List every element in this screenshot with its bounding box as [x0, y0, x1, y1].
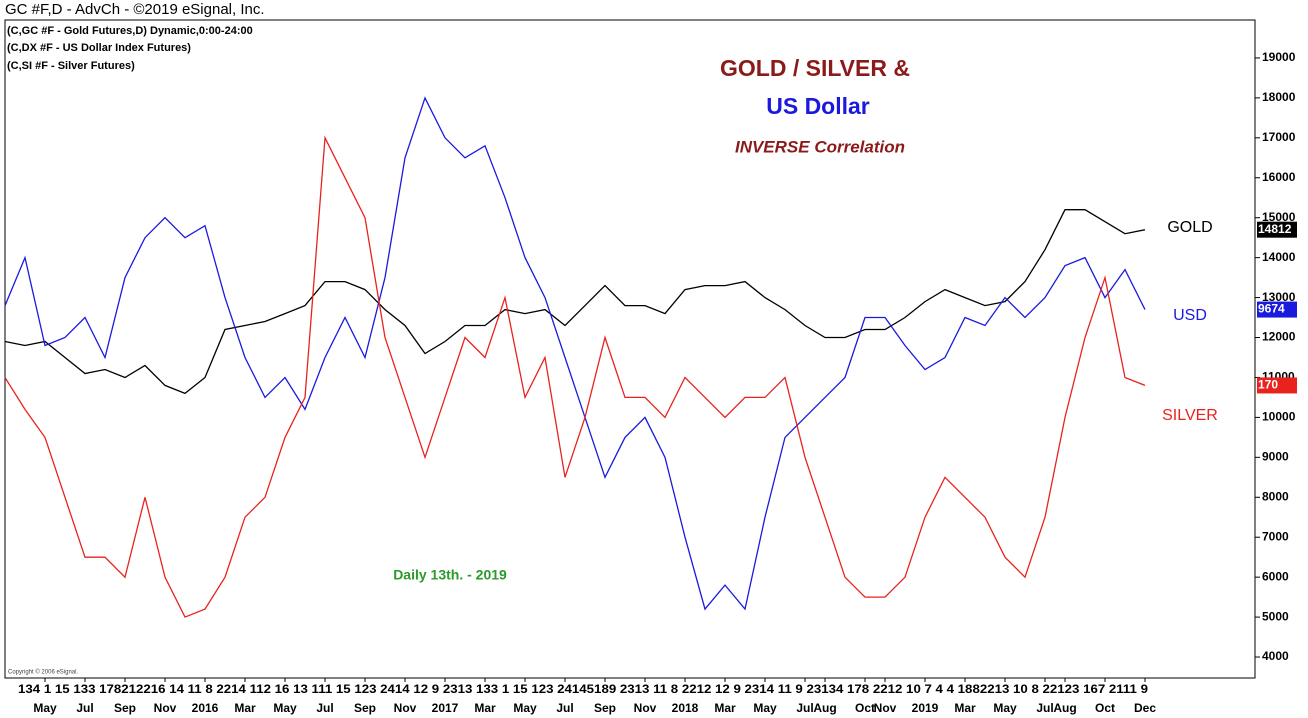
symbol-label: (C,GC #F - Gold Futures,D) Dynamic,0:00-…	[7, 25, 253, 37]
symbol-label: (C,DX #F - US Dollar Index Futures)	[7, 42, 191, 54]
x-tick-label: Jul	[76, 701, 93, 715]
x-tick-label: Nov	[154, 701, 177, 715]
y-tick-label: 13000	[1262, 290, 1296, 304]
x-tick-label: Mar	[714, 701, 736, 715]
series-label: SILVER	[1162, 407, 1218, 424]
y-tick-label: 18000	[1262, 90, 1296, 104]
y-tick-label: 5000	[1262, 609, 1289, 623]
end-value-box	[1257, 377, 1297, 394]
x-tick-label: May	[753, 701, 777, 715]
chart-title: GOLD / SILVER &	[720, 55, 910, 81]
series-line	[4, 96, 1146, 611]
x-tick-label: May	[33, 701, 57, 715]
x-tick-label: 2016	[192, 701, 219, 715]
x-tick-label: Nov	[394, 701, 417, 715]
y-tick-label: 15000	[1262, 210, 1296, 224]
x-tick-label: 2017	[432, 701, 459, 715]
x-tick-label: Nov	[874, 701, 897, 715]
y-tick-label: 7000	[1262, 529, 1289, 543]
x-tick-label: May	[273, 701, 297, 715]
y-tick-label: 4000	[1262, 649, 1289, 663]
x-tick-label: Jul	[796, 701, 813, 715]
x-tick-label: Sep	[354, 701, 376, 715]
x-tick-label: Mar	[474, 701, 496, 715]
y-tick-label: 10000	[1262, 410, 1296, 424]
series-line	[4, 209, 1146, 395]
series-label: GOLD	[1167, 219, 1212, 236]
copyright: Copyright © 2006 eSignal.	[8, 669, 78, 676]
x-tick-label: Mar	[234, 701, 256, 715]
end-value-box	[1257, 301, 1297, 318]
y-tick-label: 19000	[1262, 50, 1296, 64]
x-tick-label: Jul	[556, 701, 573, 715]
y-tick-label: 14000	[1262, 250, 1296, 264]
chart-title-2: US Dollar	[766, 93, 870, 119]
x-tick-label: Oct	[855, 701, 875, 715]
y-tick-label: 6000	[1262, 569, 1289, 583]
x-tick-label: Mar	[954, 701, 976, 715]
x-tick-label: 2019	[912, 701, 939, 715]
x-tick-label: Aug	[1053, 701, 1076, 715]
x-tick-label: Aug	[813, 701, 836, 715]
end-value-label: 14812	[1258, 222, 1292, 236]
x-tick-label: Sep	[114, 701, 136, 715]
end-value-box	[1257, 221, 1297, 238]
x-tick-label: Nov	[634, 701, 657, 715]
x-tick-label: Jul	[316, 701, 333, 715]
plot-frame	[4, 19, 1256, 679]
annotation: Daily 13th. - 2019	[393, 567, 507, 583]
y-tick-label: 16000	[1262, 170, 1296, 184]
y-tick-label: 8000	[1262, 489, 1289, 503]
subtitle: INVERSE Correlation	[735, 137, 905, 156]
end-value-label: 170	[1258, 378, 1278, 392]
x-tick-label: May	[513, 701, 537, 715]
x-tick-label: Dec	[1134, 701, 1156, 715]
x-tick-label: Jul	[1036, 701, 1053, 715]
y-tick-label: 17000	[1262, 130, 1296, 144]
day-labels: 134 1 15 133 178212216 14 11 8 2214 112 …	[18, 682, 1148, 696]
y-tick-label: 9000	[1262, 450, 1289, 464]
x-tick-label: 2018	[672, 701, 699, 715]
x-tick-label: Sep	[594, 701, 616, 715]
x-tick-label: Oct	[1095, 701, 1115, 715]
series-label: USD	[1173, 307, 1207, 324]
x-tick-label: May	[993, 701, 1017, 715]
end-value-label: 9674	[1258, 302, 1285, 316]
series-line	[4, 135, 1146, 618]
header: GC #F,D - AdvCh - ©2019 eSignal, Inc.	[5, 1, 265, 18]
y-tick-label: 12000	[1262, 330, 1296, 344]
symbol-label: (C,SI #F - Silver Futures)	[7, 60, 135, 72]
